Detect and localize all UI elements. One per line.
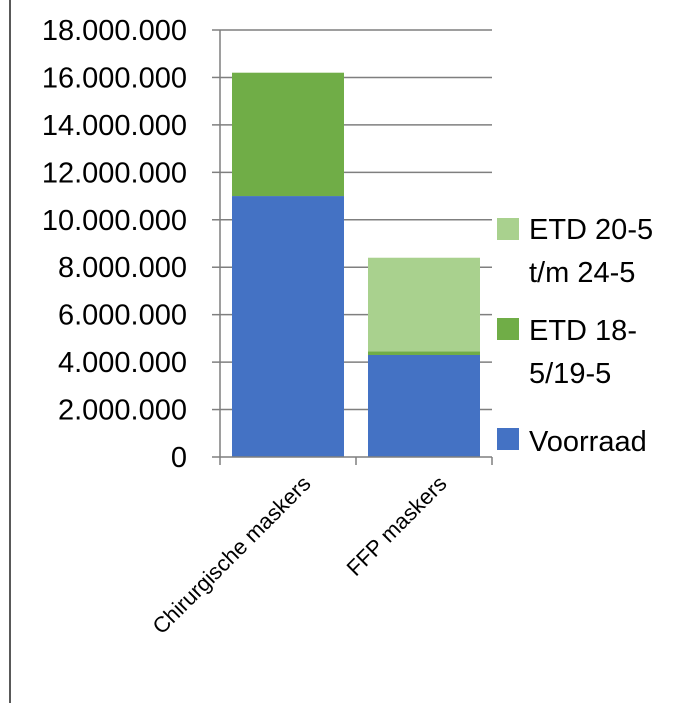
x-tick-label: Chirurgische maskers bbox=[147, 471, 315, 639]
y-tick-label: 12.000.000 bbox=[42, 157, 187, 189]
axes bbox=[212, 29, 493, 465]
y-tick-label: 4.000.000 bbox=[58, 347, 187, 379]
legend: ETD 20-5 t/m 24-5 ETD 18- 5/19-5 Voorraad bbox=[497, 214, 653, 458]
x-tick-label: FFP maskers bbox=[342, 471, 452, 581]
legend-label: ETD 18- bbox=[529, 315, 637, 347]
y-tick-label: 14.000.000 bbox=[42, 110, 187, 142]
legend-key bbox=[497, 218, 519, 240]
bar-segment bbox=[232, 196, 344, 458]
y-tick-labels: 0 2.000.000 4.000.000 6.000.000 8.000.000 10.… bbox=[42, 15, 187, 474]
legend-label: Voorraad bbox=[529, 426, 647, 458]
bar-segment bbox=[368, 351, 480, 355]
y-tick-label: 16.000.000 bbox=[42, 62, 187, 94]
legend-label: t/m 24-5 bbox=[529, 257, 635, 289]
y-tick-label: 18.000.000 bbox=[42, 15, 187, 47]
legend-label: 5/19-5 bbox=[529, 358, 611, 390]
y-tick-label: 8.000.000 bbox=[58, 252, 187, 284]
y-tick-label: 6.000.000 bbox=[58, 300, 187, 332]
y-tick-label: 0 bbox=[171, 442, 187, 474]
legend-key bbox=[497, 318, 519, 340]
y-tick-label: 2.000.000 bbox=[58, 395, 187, 427]
legend-label: ETD 20-5 bbox=[529, 214, 653, 246]
bar-segment bbox=[368, 257, 480, 352]
y-tick-label: 10.000.000 bbox=[42, 205, 187, 237]
bar-segment bbox=[368, 354, 480, 457]
bars bbox=[232, 72, 480, 458]
x-tick-labels: Chirurgische maskers FFP maskers bbox=[147, 471, 451, 639]
legend-key bbox=[497, 428, 519, 450]
bar-segment bbox=[232, 72, 344, 197]
